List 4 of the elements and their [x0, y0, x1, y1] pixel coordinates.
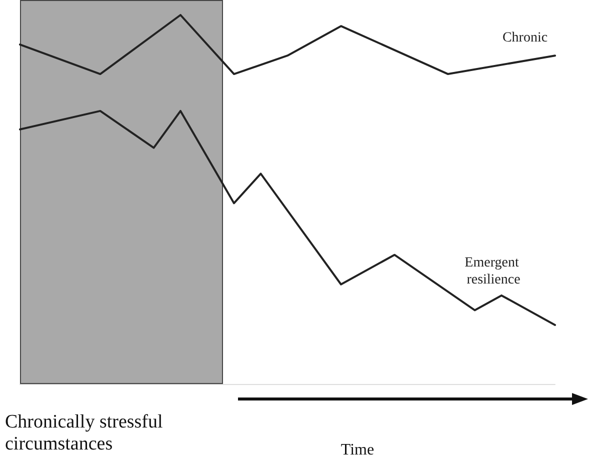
series-label: Chronic: [502, 30, 548, 46]
x-axis-title: Time: [340, 442, 374, 458]
series-label: Emergent resilience: [464, 255, 522, 288]
text: Chronically stressful circumstances: [5, 412, 168, 454]
